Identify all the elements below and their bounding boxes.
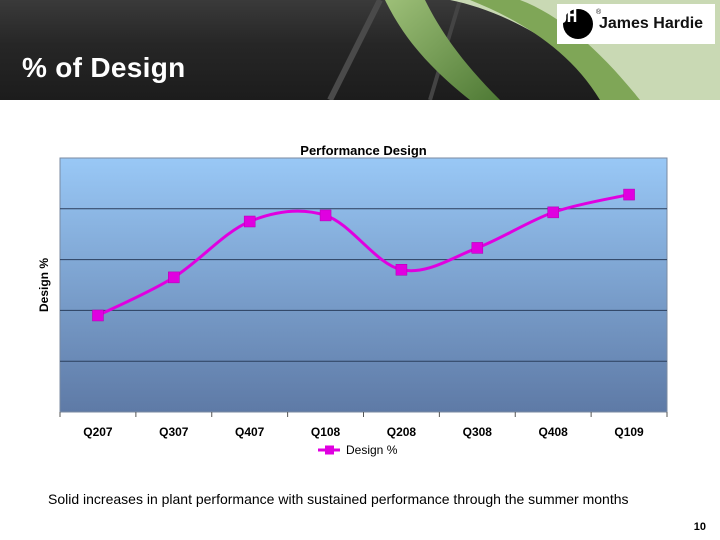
x-tick-label: Q408 <box>539 425 569 439</box>
data-point-marker <box>471 242 484 254</box>
x-tick-label: Q208 <box>387 425 417 439</box>
plot-area <box>59 157 668 413</box>
page-title: % of Design <box>22 52 186 83</box>
x-tick-label: Q207 <box>83 425 113 439</box>
header-banner: % of Design ® James Hardie <box>0 0 720 100</box>
data-point-marker <box>168 271 180 284</box>
logo-emblem-icon <box>560 8 593 39</box>
x-tick-label: Q407 <box>235 425 265 439</box>
data-point-marker <box>395 264 408 276</box>
brand-logo: ® James Hardie <box>557 4 715 44</box>
data-point-marker <box>92 309 104 322</box>
series-line <box>97 193 630 317</box>
x-tick-label: Q108 <box>311 425 341 439</box>
chart-container: Performance Design Q207 Q307 Q407 Q108 Q208 Q3… <box>0 130 720 470</box>
data-point-marker <box>319 209 332 222</box>
slide-caption: Solid increases in plant performance wit… <box>48 491 629 507</box>
chart-title: Performance Design <box>300 143 426 158</box>
brand-name: James Hardie <box>599 15 704 32</box>
performance-design-chart: Performance Design Q207 Q307 Q407 Q108 Q208 Q3… <box>37 143 668 457</box>
legend-label: Design % <box>346 443 398 457</box>
data-point-marker <box>623 188 635 201</box>
x-tick-label: Q308 <box>463 425 493 439</box>
y-axis-label: Design % <box>37 258 51 312</box>
x-tick-label: Q307 <box>159 425 189 439</box>
registered-mark: ® <box>596 9 602 16</box>
legend-swatch-marker <box>325 445 334 455</box>
x-tick-label: Q109 <box>614 425 644 439</box>
data-point-marker <box>547 206 559 219</box>
page-number: 10 <box>693 521 706 533</box>
data-point-marker <box>243 215 256 228</box>
